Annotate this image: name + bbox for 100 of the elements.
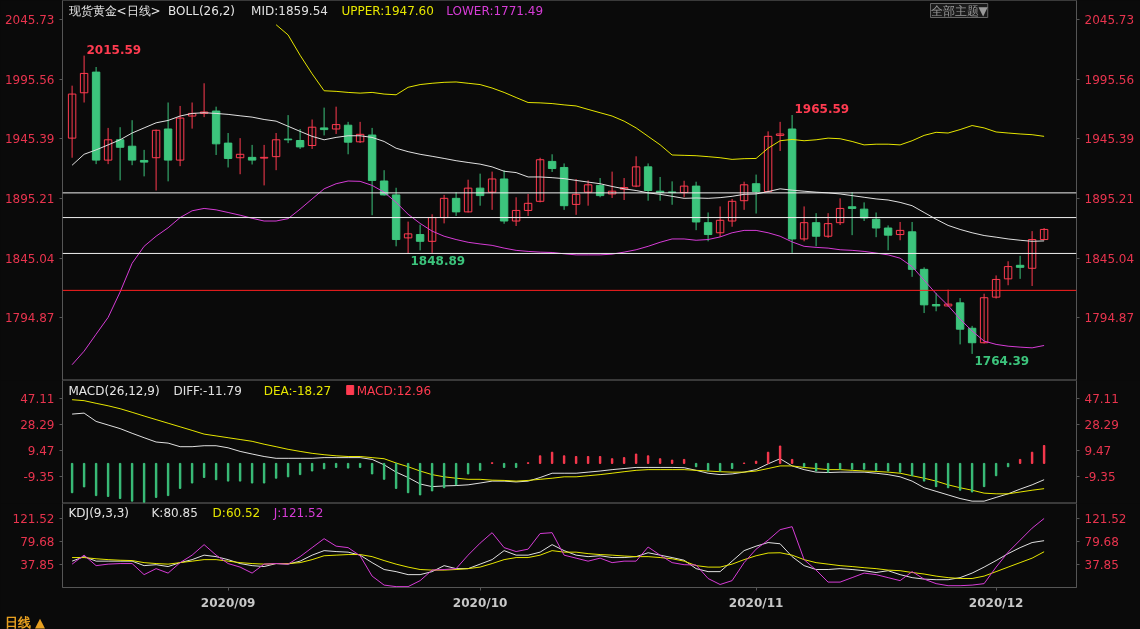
chart-title: MACD(26,12,9) [68,383,160,398]
y2-tick-label: 1895.21 [1084,192,1135,207]
candlestick [751,174,761,215]
candlestick [979,293,989,344]
series-label: J:121.52 [272,505,324,520]
candlestick [295,128,305,150]
candlestick [79,55,89,104]
text: UPPER:1947.60 [341,3,434,18]
y2-tick-label: 9.47 [1084,443,1112,458]
candlestick [439,194,449,224]
candlestick [127,119,137,166]
candlestick [247,144,257,165]
candlestick [883,224,893,251]
candlestick [283,114,293,144]
annotation: 2015.59 [86,42,142,57]
candlestick [643,162,653,202]
text: K:80.85 [151,505,198,520]
y-tick-label: 28.29 [20,417,55,432]
y2-tick-label: 79.68 [1084,534,1119,549]
line-series [275,24,1045,160]
candlestick [1015,255,1025,280]
candlestick [1027,230,1037,287]
candlestick [823,212,833,239]
y2-tick-label: 1945.39 [1084,132,1135,147]
candlestick [271,132,281,171]
candlestick [187,102,197,130]
candlestick [847,191,857,236]
candlestick [739,181,749,211]
line-series [71,412,1045,502]
candlestick [103,127,113,165]
text: MID:1859.54 [251,3,328,18]
candlestick [223,132,233,168]
chart-title: 现货黄金<日线> [68,3,161,18]
text: DEA:-18.27 [263,383,332,398]
x-tick-label: 2020/10 [452,595,508,610]
candlestick [1003,260,1013,286]
x-tick-label: 2020/11 [728,595,784,610]
y-tick-label: 2045.73 [4,13,55,28]
candlestick [991,274,1001,300]
candlestick [703,211,713,242]
candlestick [811,212,821,247]
y2-tick-label: 121.52 [1084,511,1127,526]
x-tick-label: 2020/12 [968,595,1024,610]
candlestick [355,121,365,144]
legend-label: MACD:12.96 [356,383,432,398]
candlestick [451,191,461,217]
y2-tick-label: 1995.56 [1084,72,1135,87]
candlestick [415,224,425,251]
y2-tick-label: 1845.04 [1084,251,1135,266]
candlestick [895,221,905,241]
text: DIFF:-11.79 [173,383,242,398]
y2-tick-label: 37.85 [1084,557,1119,572]
chart-subtitle: BOLL(26,2) [168,3,236,18]
y-tick-label: 37.85 [20,557,55,572]
annotation: 1848.89 [410,253,466,268]
y-tick-label: 1945.39 [4,132,55,147]
candlestick [619,177,629,201]
candlestick [319,107,329,136]
y-tick-label: 1995.56 [4,72,55,87]
candlestick [151,129,161,191]
candlestick [799,205,809,242]
candlestick [775,121,785,152]
y-tick-label: 47.11 [20,391,55,406]
y-tick-label: 1794.87 [4,311,55,326]
line-series [71,540,1045,581]
candlestick [547,153,557,173]
candlestick [487,171,497,211]
candlestick [67,85,77,159]
chart-title: KDJ(9,3,3) [68,505,130,520]
annotation: 1764.39 [974,353,1030,368]
candlestick [175,105,185,167]
candlestick [835,197,845,226]
candlestick [463,179,473,213]
candlestick [631,155,641,188]
text: LOWER:1771.49 [446,3,544,18]
candlestick [115,126,125,181]
y2-tick-label: 2045.73 [1084,13,1135,28]
candlestick [511,196,521,227]
line-series [71,550,1045,579]
candlestick [715,205,725,238]
candlestick [403,221,413,255]
candlestick [943,289,953,308]
candlestick [571,178,581,216]
candlestick [607,171,617,199]
candlestick [523,193,533,217]
candlestick [427,213,437,254]
x-tick-label: 2020/09 [200,595,256,610]
candlestick [583,179,593,207]
text: 日线 ▲ [4,614,46,629]
annotation: 全部主题▼ [930,3,989,18]
candlestick [679,180,689,198]
y-tick-label: -9.35 [23,469,55,484]
candlestick [139,149,149,177]
y-tick-label: 1895.21 [4,192,55,207]
y-tick-label: 1845.04 [4,251,55,266]
candlestick [1039,227,1049,241]
text: D:60.52 [212,505,261,520]
candlestick [727,198,737,228]
y2-tick-label: 47.11 [1084,391,1119,406]
candlestick [235,137,245,175]
